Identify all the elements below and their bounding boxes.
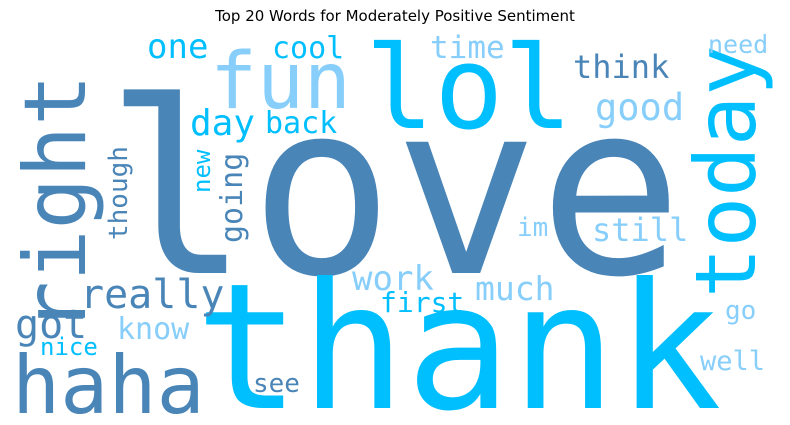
word-go: go — [725, 296, 756, 326]
word-nice: nice — [40, 333, 98, 361]
word-thank: thank — [195, 247, 722, 418]
word-day: day — [190, 103, 255, 144]
word-work: work — [352, 259, 434, 299]
word-haha: haha — [12, 339, 205, 418]
word-much: much — [475, 269, 554, 308]
word-right: right — [10, 74, 106, 333]
word-back: back — [265, 106, 337, 141]
word-though: though — [104, 146, 134, 240]
word-going: going — [215, 153, 250, 243]
word-time: time — [430, 30, 505, 66]
word-lol: lol — [365, 28, 573, 156]
word-one: one — [147, 28, 208, 67]
word-cloud: love thank lol fun today right haha really one co… — [10, 28, 780, 418]
word-think: think — [573, 48, 669, 86]
word-fun: fun — [210, 37, 351, 127]
word-love: love — [105, 50, 683, 330]
word-know: know — [117, 312, 190, 347]
word-im: im — [517, 213, 548, 243]
word-got: got — [15, 302, 87, 348]
word-still: still — [592, 211, 688, 249]
word-well: well — [700, 346, 765, 377]
word-see: see — [253, 369, 300, 399]
word-really: really — [80, 272, 225, 318]
word-first: first — [380, 286, 464, 319]
word-cool: cool — [272, 31, 344, 66]
word-new: new — [188, 149, 216, 193]
word-good: good — [595, 86, 684, 129]
word-today: today — [677, 45, 775, 298]
word-need: need — [708, 30, 768, 59]
chart-title: Top 20 Words for Moderately Positive Sen… — [215, 7, 575, 25]
